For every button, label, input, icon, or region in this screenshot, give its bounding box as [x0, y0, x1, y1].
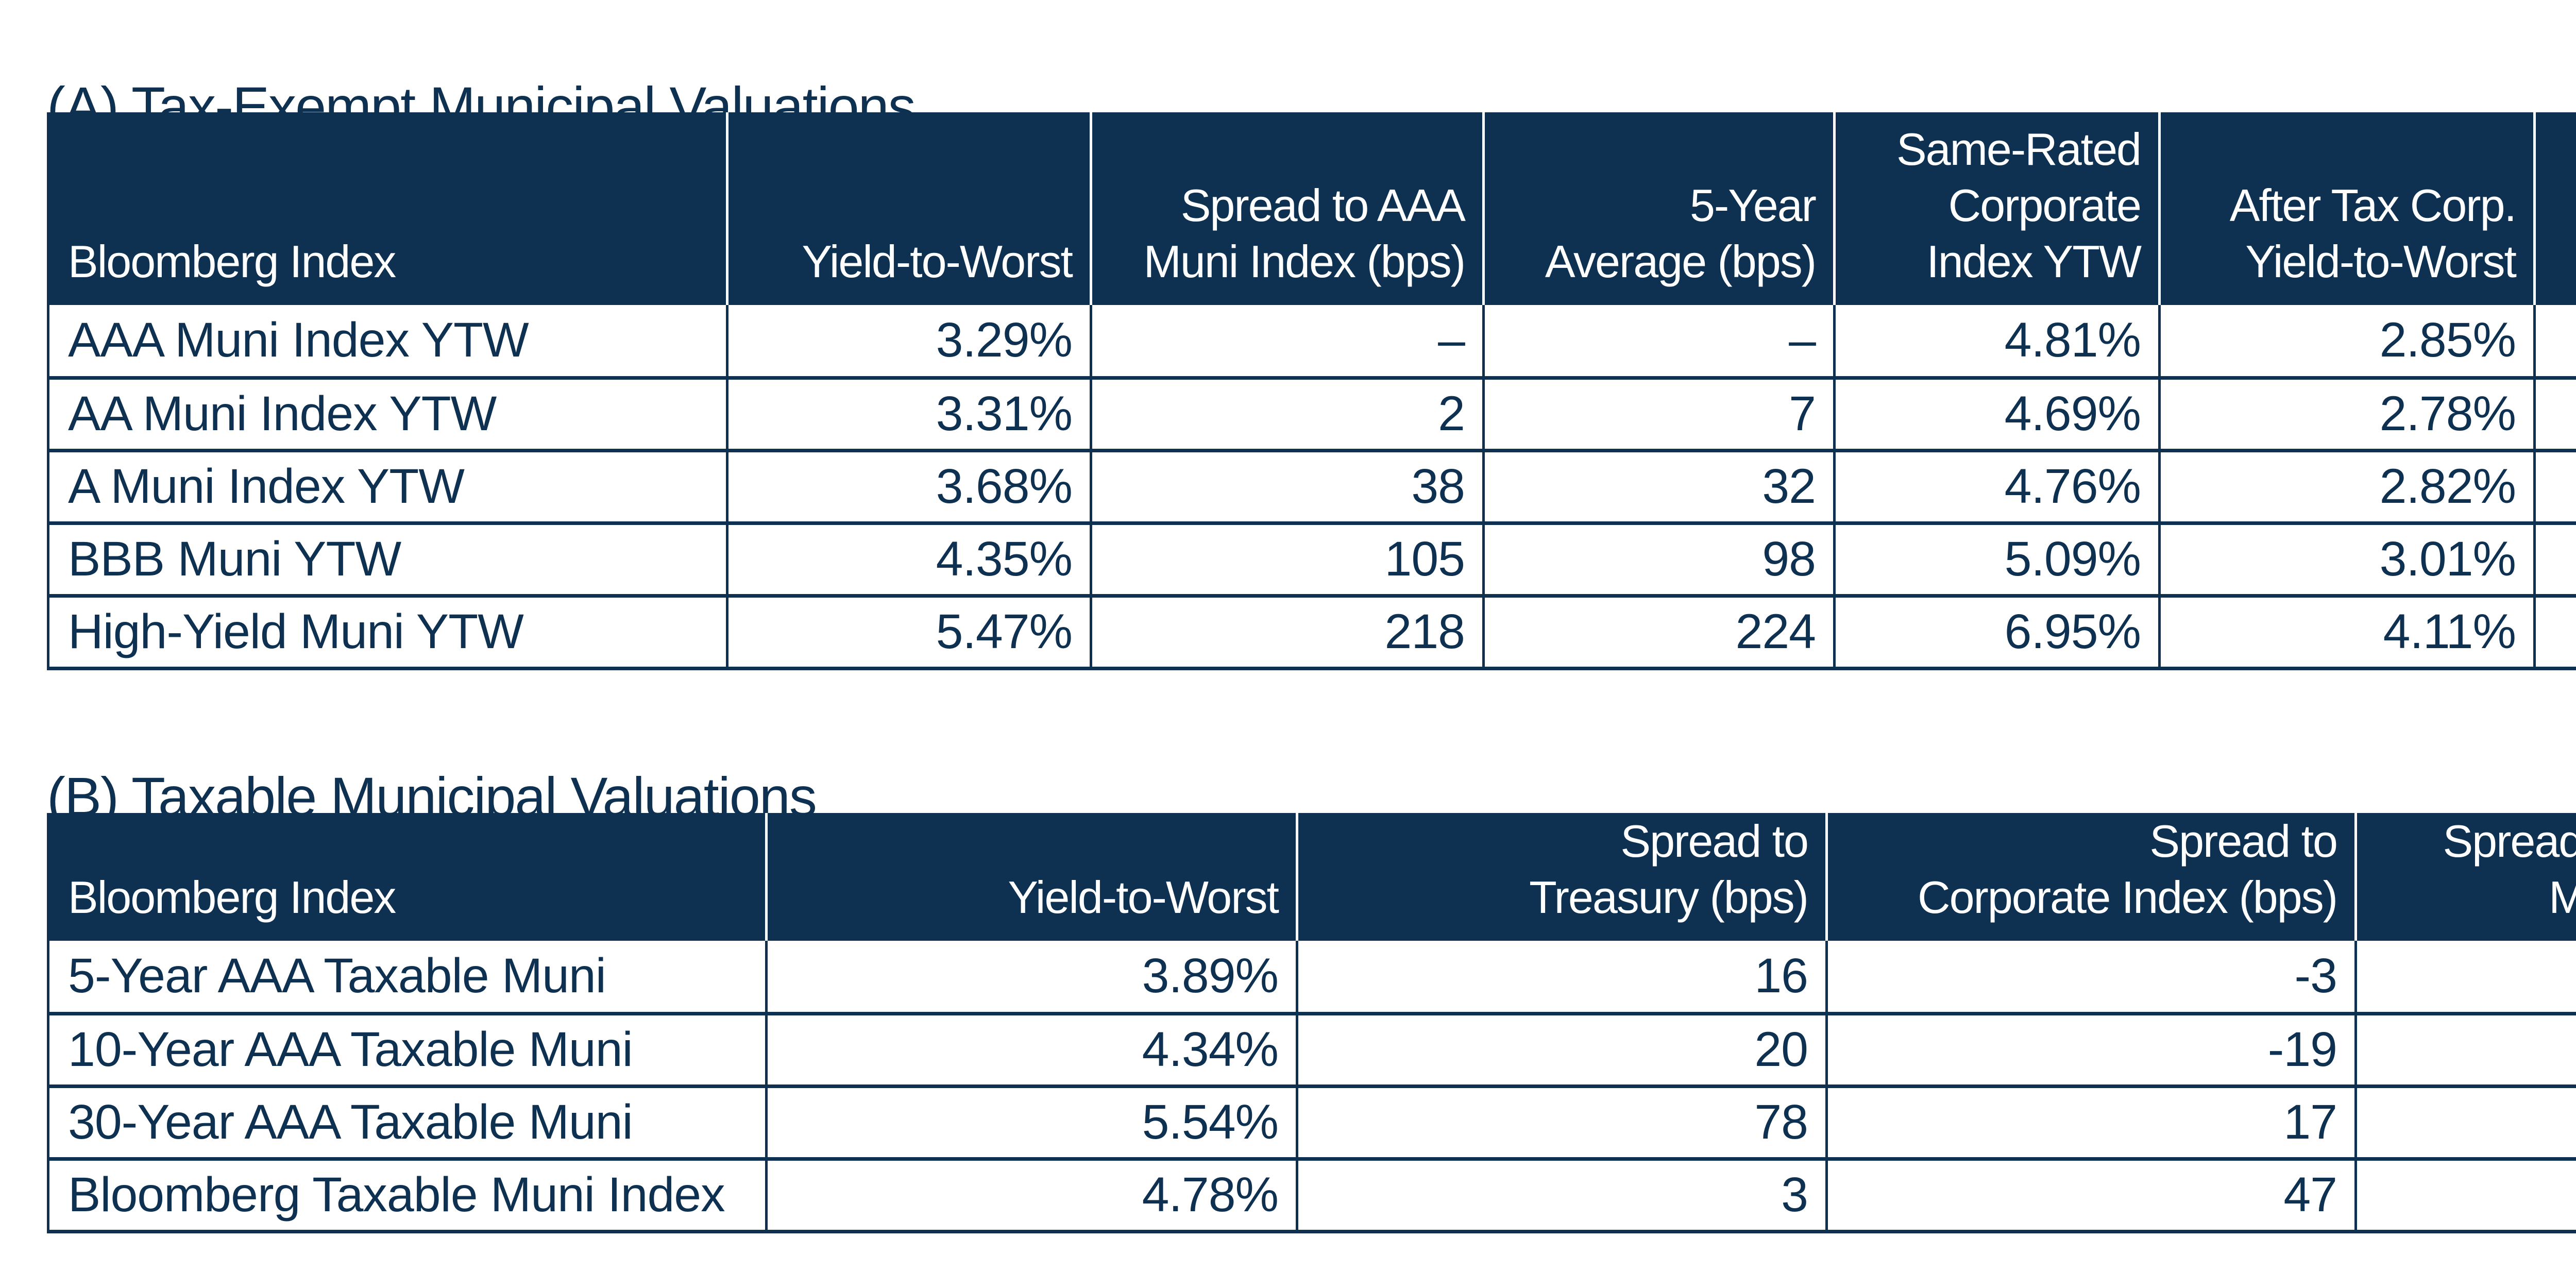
value-cell: 2.78%	[2159, 378, 2536, 452]
value-cell: 4.76%	[1834, 450, 2161, 525]
column-header: Spread to Corporate Index (bps)	[1826, 813, 2357, 941]
value-cell: 86	[2534, 450, 2576, 525]
value-cell: 4.78%	[766, 1159, 1298, 1233]
header-row: Bloomberg Index Yield-to-Worst Spread to T…	[47, 813, 2576, 941]
value-cell: 1128	[2355, 1086, 2576, 1161]
value-cell: 38	[1091, 450, 1485, 525]
value-cell: 105	[1091, 523, 1485, 598]
value-cell: 47	[1826, 1159, 2357, 1233]
row-label: 10-Year AAA Taxable Muni	[47, 1013, 768, 1088]
value-cell: 164	[2355, 941, 2576, 1015]
column-header: Yield-to-Worst	[727, 112, 1092, 305]
value-cell: 78	[1297, 1086, 1828, 1161]
row-label: Bloomberg Taxable Muni Index	[47, 1159, 768, 1233]
value-cell: 4.69%	[1834, 378, 2161, 452]
column-header: Spread to Tax-Exempt Muni Index (bps)	[2355, 813, 2576, 941]
value-cell: 2.82%	[2159, 450, 2536, 525]
row-label: AA Muni Index YTW	[47, 378, 728, 452]
column-header: Yield-to-Worst	[766, 813, 1298, 941]
value-cell: 224	[1483, 596, 1836, 670]
value-cell: 5.47%	[727, 596, 1092, 670]
value-cell: 4.34%	[766, 1013, 1298, 1088]
row-label: A Muni Index YTW	[47, 450, 728, 525]
column-header: Spread to Treasury (bps)	[1297, 813, 1828, 941]
row-label: 5-Year AAA Taxable Muni	[47, 941, 768, 1015]
value-cell: 16	[1297, 941, 1828, 1015]
value-cell: 20	[1297, 1013, 1828, 1088]
value-cell: 53	[2534, 378, 2576, 452]
header-row: Bloomberg Index Yield-to-Worst Spread to A…	[47, 112, 2576, 305]
value-cell: 2.85%	[2159, 305, 2536, 380]
column-header: Bloomberg Index	[47, 813, 768, 941]
value-cell: 2	[1091, 378, 1485, 452]
value-cell: 3	[1297, 1159, 1828, 1233]
value-cell: 5.54%	[766, 1086, 1298, 1161]
value-cell: 17	[1826, 1086, 2357, 1161]
value-cell: 3.29%	[727, 305, 1092, 380]
value-cell: 164	[2355, 1013, 2576, 1088]
row-label: BBB Muni YTW	[47, 523, 728, 598]
value-cell: 45	[2534, 305, 2576, 380]
value-cell: -19	[1826, 1013, 2357, 1088]
value-cell: –	[1483, 305, 1836, 380]
value-cell: –	[1091, 305, 1485, 380]
row-label: AAA Muni Index YTW	[47, 305, 728, 380]
row-label: 30-Year AAA Taxable Muni	[47, 1086, 768, 1161]
value-cell: 3.68%	[727, 450, 1092, 525]
column-header: After Tax Corp. Yield-to-Worst	[2159, 112, 2536, 305]
column-header: Spread to AAA Muni Index (bps)	[1091, 112, 1485, 305]
value-cell: 32	[1483, 450, 1836, 525]
taxable-valuations-table: Bloomberg Index Yield-to-Worst Spread to T…	[47, 813, 2576, 1233]
value-cell: 136	[2534, 596, 2576, 670]
table-row: High-Yield Muni YTW 5.47% 218 224 6.95% 4.11%…	[47, 596, 2576, 670]
value-cell: 4.81%	[1834, 305, 2161, 380]
value-cell: 3.31%	[727, 378, 1092, 452]
value-cell: 133	[2355, 1159, 2576, 1233]
value-cell: 218	[1091, 596, 1485, 670]
value-cell: 134	[2534, 523, 2576, 598]
column-header: Bloomberg Index	[47, 112, 728, 305]
value-cell: 7	[1483, 378, 1836, 452]
value-cell: 4.11%	[2159, 596, 2536, 670]
column-header: 5-Year Average (bps)	[1483, 112, 1836, 305]
row-label: High-Yield Muni YTW	[47, 596, 728, 670]
value-cell: 98	[1483, 523, 1836, 598]
value-cell: 6.95%	[1834, 596, 2161, 670]
tax-exempt-valuations-table: Bloomberg Index Yield-to-Worst Spread to A…	[47, 112, 2576, 670]
value-cell: -3	[1826, 941, 2357, 1015]
value-cell: 3.89%	[766, 941, 1298, 1015]
column-header: Muni-After Tax Corporate Spread (bps)	[2534, 112, 2576, 305]
column-header: Same-Rated Corporate Index YTW	[1834, 112, 2161, 305]
value-cell: 5.09%	[1834, 523, 2161, 598]
value-cell: 4.35%	[727, 523, 1092, 598]
value-cell: 3.01%	[2159, 523, 2536, 598]
